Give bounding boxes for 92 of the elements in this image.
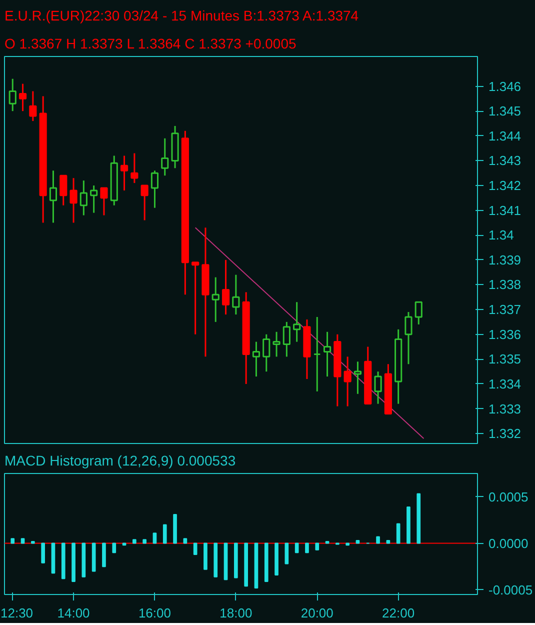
candlestick [222,259,230,316]
candlestick [282,321,290,358]
bar [274,542,278,576]
y-tick-label: 0.0005 [488,489,528,504]
x-tick-label: 12:30 [0,606,34,620]
bar [315,542,320,550]
bar [356,540,360,544]
y-tick-label: 1.332 [488,426,522,442]
bar [152,532,157,544]
y-tick-label: 0.0000 [488,536,528,551]
bar [72,542,76,582]
x-tick-label: 14:00 [57,606,90,620]
bar [294,542,299,554]
x-tick-label: 18:00 [220,606,252,620]
y-tick-label: 1.343 [488,153,522,168]
candlestick [354,360,362,395]
chart-title: MACD Histogram (12,26,9) 0.000533 [4,452,236,468]
bar [376,536,380,544]
candlestick [70,177,78,224]
bar [132,539,136,544]
x-tick-label: 16:00 [138,606,172,620]
candlestick [262,334,270,372]
candlestick [29,90,37,122]
y-tick-label: 1.335 [488,352,522,367]
bar [305,542,309,554]
bar [82,542,86,578]
bar [396,523,400,544]
x-tick-label: 20:00 [300,606,334,620]
bar [51,542,56,574]
y-tick-label: -0.0005 [488,582,533,598]
candlestick [252,341,260,378]
bar [41,542,45,564]
candlestick [323,331,332,378]
candlestick [120,154,128,192]
bar [214,542,218,578]
candlestick [140,184,148,221]
x-tick-label: 22:00 [382,606,415,620]
bar [204,542,208,570]
bar [10,538,15,544]
candlestick [100,187,108,216]
bar [20,538,25,544]
candlestick [8,78,16,112]
y-tick-label: 1.338 [488,277,522,292]
candlestick [150,170,159,209]
chart-subtitle: O 1.3367 H 1.3373 L 1.3364 C 1.3373 +0.0005 [4,36,296,52]
y-tick-label: 1.342 [488,178,522,193]
candlestick [90,184,98,214]
bar [244,542,248,587]
candlestick [80,180,88,216]
candlestick [49,170,58,224]
candlestick [232,274,240,316]
y-tick-label: 1.339 [488,252,522,268]
bar [102,542,106,568]
candlestick [272,331,280,358]
y-tick-label: 1.341 [488,202,522,218]
bar [406,506,410,544]
y-tick-label: 1.346 [488,78,522,94]
bar [142,539,146,544]
bar [224,542,228,580]
bar [162,524,167,544]
bar [183,538,188,544]
y-tick-label: 1.34 [488,228,514,243]
bar [284,542,289,564]
candlestick [60,174,68,206]
bar [112,542,116,554]
chart-title: E.U.R.(EUR)22:30 03/24 - 15 Minutes B:1.3373 A:1.3374 [4,8,359,24]
bar [92,542,96,572]
candlestick [161,138,169,176]
candlestick [212,276,220,323]
y-tick-label: 1.344 [488,128,522,144]
candlestick [344,356,352,408]
bar [416,493,421,544]
bar [386,540,390,544]
y-tick-label: 1.334 [488,376,522,392]
y-tick-label: 1.337 [488,302,522,318]
candlestick [18,83,27,112]
candlestick [374,370,382,405]
candlestick [404,311,412,365]
candlestick [414,301,422,326]
y-tick-label: 1.345 [488,104,522,119]
y-tick-label: 1.336 [488,326,522,342]
bar [264,542,268,582]
bar [193,542,198,555]
candlestick [130,152,138,184]
y-tick-label: 1.333 [488,401,522,416]
bar [254,542,258,588]
bar [61,542,66,580]
bar [234,542,238,578]
candlestick [313,316,321,392]
bar [173,514,177,544]
candlestick [293,301,301,343]
candlestick [192,262,200,336]
